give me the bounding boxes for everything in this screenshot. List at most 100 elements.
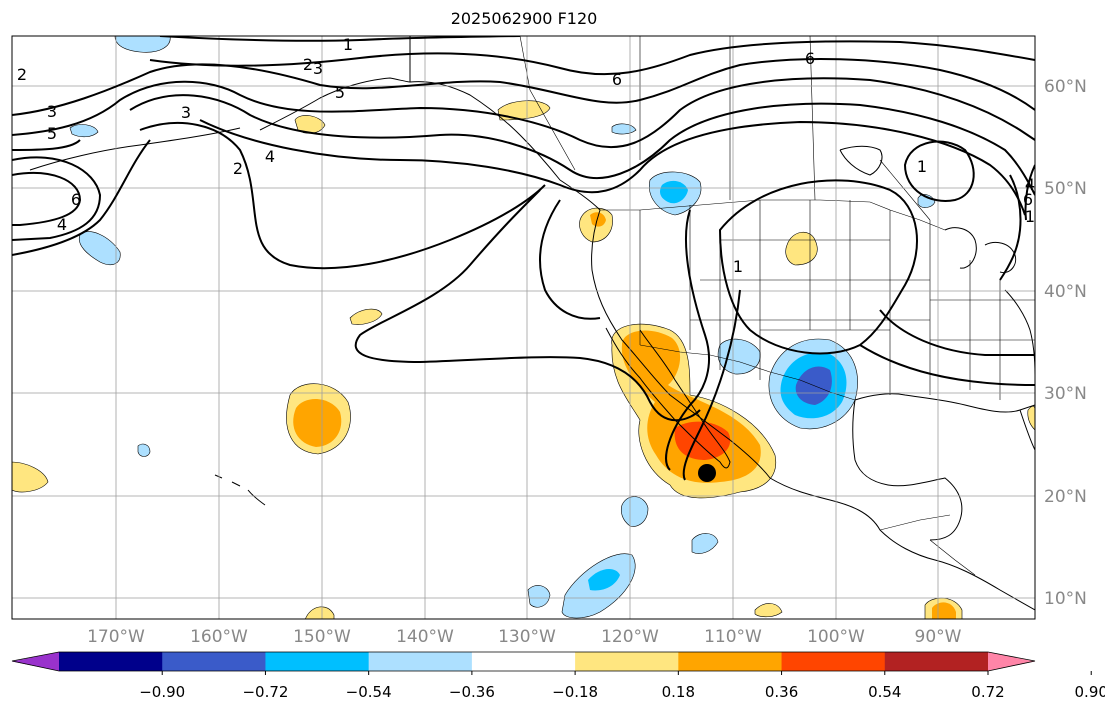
colorbar-swatch bbox=[575, 652, 679, 671]
colorbar: −0.90 −0.72 −0.54 −0.36 −0.18 0.18 0.36 0.54 0.7… bbox=[11, 651, 1105, 701]
colorbar-extend-right bbox=[988, 652, 1035, 671]
contour-label: 3 bbox=[47, 102, 57, 121]
lon-tick-label: 110°W bbox=[704, 627, 762, 647]
gridlines bbox=[12, 36, 1035, 619]
colorbar-tick-label: −0.36 bbox=[449, 683, 495, 701]
contour-lines bbox=[12, 36, 1035, 481]
fill-negative-small-8 bbox=[137, 443, 151, 457]
contour-3-north bbox=[12, 57, 1035, 116]
contour-2-mid bbox=[139, 122, 546, 270]
fill-positive-mid-pacific-inner bbox=[293, 399, 342, 447]
contour-1-high bbox=[718, 179, 918, 355]
lon-tick-label: 170°W bbox=[87, 627, 145, 647]
contour-1-trough bbox=[665, 209, 741, 481]
coastline-hudson bbox=[839, 145, 883, 176]
contour-2-north bbox=[149, 40, 1035, 76]
fill-positive-south-edge bbox=[305, 606, 335, 619]
colorbar-swatch bbox=[265, 652, 370, 671]
contour-east-low bbox=[999, 164, 1035, 281]
contour-label: 1 bbox=[1025, 207, 1035, 226]
fill-positive-south-edge2 bbox=[754, 603, 783, 618]
contour-label-group: 1 2 3 5 6 4 2 3 2 4 6 1 6 1 1 3 5 6 4 bbox=[17, 35, 1035, 276]
contour-label: 6 bbox=[612, 70, 622, 89]
coastline-great-lakes bbox=[944, 227, 1017, 274]
contour-label: 2 bbox=[17, 65, 27, 84]
fill-negative-small-6 bbox=[114, 36, 171, 53]
fill-negative-southeast-pacific-inner bbox=[588, 568, 620, 591]
contour-4-north bbox=[12, 77, 1035, 149]
lon-tick-label: 90°W bbox=[915, 627, 962, 647]
colorbar-swatch bbox=[884, 652, 989, 671]
contour-label: 5 bbox=[335, 83, 345, 102]
fill-negative-small-5 bbox=[69, 124, 99, 138]
coastline-florida bbox=[1019, 409, 1035, 451]
colorbar-swatch bbox=[59, 652, 163, 671]
fill-positive-baja-core bbox=[674, 421, 731, 460]
contour-label: 6 bbox=[1023, 190, 1033, 209]
fill-positive-oregon-core bbox=[590, 212, 606, 227]
contour-ridge-mid bbox=[12, 139, 701, 422]
colorbar-tick-label: −0.18 bbox=[552, 683, 598, 701]
colorbar-swatch bbox=[471, 652, 576, 671]
contour-label: 1 bbox=[733, 257, 743, 276]
lon-tick-label: 120°W bbox=[601, 627, 659, 647]
colorbar-tick-label: −0.90 bbox=[139, 683, 185, 701]
lat-tick-label: 30°N bbox=[1044, 384, 1087, 404]
lon-tick-label: 160°W bbox=[190, 627, 248, 647]
colorbar-tick-label: 0.72 bbox=[971, 683, 1004, 701]
fill-negative-small-2 bbox=[691, 533, 719, 554]
coastline-north-america-west bbox=[409, 36, 1035, 611]
map-area bbox=[12, 36, 1035, 619]
contour-label: 1 bbox=[917, 157, 927, 176]
contour-2-east bbox=[859, 309, 1035, 386]
colorbar-swatch bbox=[678, 652, 783, 671]
contour-label: 4 bbox=[265, 147, 275, 166]
lat-tick-label: 60°N bbox=[1044, 77, 1087, 97]
colorbar-extend-left bbox=[12, 652, 59, 671]
contour-label: 4 bbox=[57, 215, 67, 234]
colorbar-swatch bbox=[781, 652, 886, 671]
lon-tick-label: 140°W bbox=[396, 627, 454, 647]
contour-label: 1 bbox=[343, 35, 353, 54]
colorbar-tick-label: 0.90 bbox=[1075, 683, 1105, 701]
contour-label: 6 bbox=[805, 49, 815, 68]
coastline-gulf-mexico bbox=[852, 399, 963, 541]
contour-west-low bbox=[12, 156, 102, 241]
contour-1-west-ridge bbox=[539, 199, 601, 320]
latitude-labels: 60°N 50°N 40°N 30°N 20°N 10°N bbox=[1044, 77, 1087, 609]
fill-negative-small-1 bbox=[620, 496, 649, 527]
colorbar-tick-label: 0.18 bbox=[662, 683, 695, 701]
contour-label: 3 bbox=[181, 103, 191, 122]
lon-tick-label: 100°W bbox=[807, 627, 865, 647]
fill-positive-plains bbox=[785, 232, 818, 266]
colorbar-tick-label: −0.72 bbox=[242, 683, 288, 701]
lat-tick-label: 40°N bbox=[1044, 282, 1087, 302]
border-us-mexico bbox=[639, 344, 856, 401]
contour-label: 2 bbox=[303, 55, 313, 74]
fill-positive-gulf-alaska bbox=[497, 100, 551, 121]
chart-title: 2025062900 F120 bbox=[450, 9, 598, 28]
location-marker bbox=[698, 464, 716, 482]
canada-provinces bbox=[519, 36, 931, 221]
fill-negative-idaho-inner bbox=[660, 180, 688, 204]
border-us-canada bbox=[600, 199, 946, 231]
colorbar-tick-label: 0.36 bbox=[765, 683, 798, 701]
lon-tick-label: 150°W bbox=[293, 627, 351, 647]
fill-positive-west-edge bbox=[12, 461, 49, 493]
contour-1-east bbox=[903, 140, 975, 202]
lat-tick-label: 10°N bbox=[1044, 589, 1087, 609]
anomaly-fills bbox=[12, 36, 1035, 619]
colorbar-swatch bbox=[368, 652, 473, 671]
fill-negative-small-3 bbox=[527, 585, 551, 608]
contour-label: 6 bbox=[71, 190, 81, 209]
colorbar-swatch bbox=[162, 652, 266, 671]
longitude-labels: 170°W 160°W 150°W 140°W 130°W 120°W 110°… bbox=[87, 627, 962, 647]
lon-tick-label: 130°W bbox=[498, 627, 556, 647]
coastline-baja bbox=[605, 327, 731, 469]
contour-5-north bbox=[12, 94, 1035, 196]
colorbar-ticks: −0.90 −0.72 −0.54 −0.36 −0.18 0.18 0.36 0.54 0.7… bbox=[139, 671, 1105, 701]
contour-label: 2 bbox=[233, 159, 243, 178]
fill-negative-small-4 bbox=[78, 231, 121, 265]
fill-positive-east-edge bbox=[1027, 405, 1035, 431]
